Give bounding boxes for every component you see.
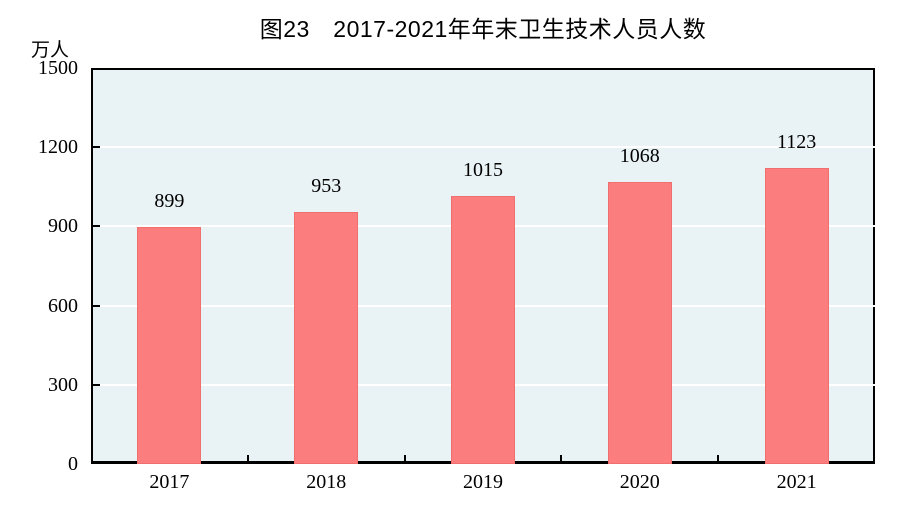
axis-spine-top [91, 68, 875, 70]
value-label-2019: 1015 [463, 159, 503, 182]
y-tick-label-1200: 1200 [38, 136, 78, 159]
y-tick-mark-600 [91, 304, 100, 307]
x-tick-mark-3 [560, 455, 563, 464]
y-tick-mark-1200 [91, 146, 100, 149]
x-tick-label-2017: 2017 [149, 471, 190, 493]
axis-spine-right [873, 68, 875, 464]
plot-area: 899 953 1015 1068 1123 [91, 68, 875, 464]
y-tick-mark-900 [91, 225, 100, 228]
bar-2018 [294, 212, 359, 464]
value-label-2018: 953 [311, 175, 342, 198]
x-tick-label-2021: 2021 [776, 471, 817, 493]
y-tick-label-600: 600 [48, 294, 78, 317]
axis-spine-left [91, 68, 93, 464]
y-tick-mark-300 [91, 383, 100, 386]
y-tick-label-1500: 1500 [38, 57, 78, 79]
bar-2019 [451, 196, 515, 464]
x-tick-label-2019: 2019 [463, 471, 503, 493]
y-tick-label-0: 0 [68, 453, 78, 475]
bar-2021 [764, 167, 829, 464]
y-axis-unit-label: 万人 [31, 40, 70, 61]
chart-title: 图23 2017-2021年年末卫生技术人员人数 [259, 16, 707, 42]
x-tick-mark-2 [403, 455, 406, 464]
bar-2020 [607, 182, 672, 464]
x-tick-mark-1 [246, 455, 249, 464]
x-tick-mark-4 [717, 455, 720, 464]
value-label-2017: 899 [154, 189, 185, 212]
x-tick-label-2018: 2018 [306, 471, 347, 493]
value-label-2020: 1068 [619, 145, 660, 168]
y-tick-label-900: 900 [48, 215, 78, 238]
value-label-2021: 1123 [776, 130, 817, 153]
x-tick-label-2020: 2020 [619, 471, 660, 493]
bar-2017 [137, 226, 202, 464]
gridline-1200 [91, 146, 875, 149]
y-tick-label-300: 300 [48, 373, 78, 396]
